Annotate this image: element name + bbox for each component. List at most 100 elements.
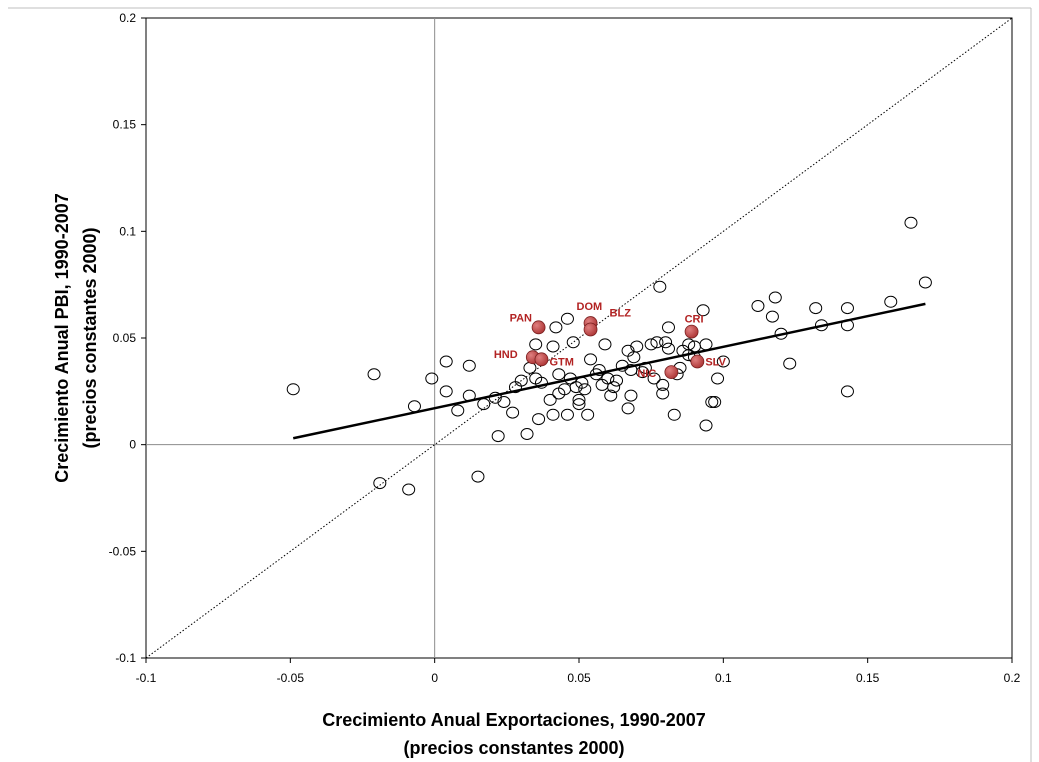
y-axis-title-line1: Crecimiento Anual PBI, 1990-2007 bbox=[52, 193, 72, 482]
data-point bbox=[529, 338, 543, 351]
data-point bbox=[751, 300, 765, 312]
highlighted-point-pan bbox=[531, 320, 546, 335]
data-point bbox=[471, 470, 485, 483]
x-axis-title-line1: Crecimiento Anual Exportaciones, 1990-20… bbox=[322, 710, 705, 730]
x-tick-label: 0 bbox=[431, 671, 438, 685]
data-point bbox=[514, 374, 528, 387]
data-point bbox=[918, 276, 932, 289]
data-point bbox=[549, 321, 563, 334]
data-point bbox=[572, 393, 586, 406]
x-tick-label: 0.15 bbox=[856, 671, 880, 685]
data-point bbox=[904, 216, 918, 229]
data-point bbox=[809, 302, 823, 315]
point-label-nic: NIC bbox=[637, 368, 656, 380]
point-label-slv: SLV bbox=[705, 356, 726, 368]
y-axis-ticks: -0.1 -0.05 0 0.05 0.1 0.15 0.2 bbox=[109, 11, 146, 665]
y-tick-label: -0.1 bbox=[115, 651, 136, 665]
x-tick-label: 0.2 bbox=[1004, 671, 1021, 685]
y-tick-label: -0.05 bbox=[109, 544, 137, 558]
highlighted-point-cri bbox=[684, 324, 699, 339]
data-point bbox=[661, 342, 675, 355]
data-point bbox=[534, 376, 548, 389]
x-tick-label: 0.1 bbox=[715, 671, 732, 685]
data-point bbox=[650, 336, 664, 349]
data-point bbox=[546, 408, 560, 421]
reference-lines bbox=[145, 17, 1013, 659]
point-label-blz: BLZ bbox=[610, 307, 632, 319]
data-point bbox=[621, 402, 635, 415]
y-tick-label: 0 bbox=[129, 438, 136, 452]
x-tick-label: 0.05 bbox=[567, 671, 591, 685]
x-axis-title-line2: (precios constantes 2000) bbox=[403, 738, 624, 758]
y-tick-label: 0.15 bbox=[113, 118, 137, 132]
data-point bbox=[610, 374, 624, 387]
data-point bbox=[653, 280, 667, 293]
data-point bbox=[560, 408, 574, 421]
data-point bbox=[765, 310, 779, 323]
data-point bbox=[575, 376, 589, 389]
data-point bbox=[708, 396, 722, 408]
data-point bbox=[491, 430, 505, 443]
x-tick-label: -0.1 bbox=[136, 671, 157, 685]
data-point bbox=[439, 385, 453, 398]
x-tick-label: -0.05 bbox=[277, 671, 305, 685]
data-point bbox=[661, 321, 675, 334]
data-point bbox=[560, 312, 574, 325]
point-label-pan: PAN bbox=[510, 312, 532, 324]
data-point bbox=[624, 389, 638, 402]
data-point bbox=[711, 372, 725, 385]
data-point bbox=[578, 383, 592, 396]
data-point bbox=[699, 338, 713, 351]
data-point bbox=[840, 385, 854, 398]
data-point bbox=[814, 319, 828, 332]
point-label-dom: DOM bbox=[577, 301, 603, 313]
data-point bbox=[439, 355, 453, 368]
data-point bbox=[563, 372, 577, 385]
data-point bbox=[373, 477, 387, 490]
y-tick-label: 0.05 bbox=[113, 331, 137, 345]
data-point bbox=[520, 428, 534, 440]
data-point bbox=[367, 368, 381, 381]
data-point bbox=[592, 364, 606, 376]
data-point bbox=[584, 353, 598, 366]
data-point bbox=[407, 400, 421, 413]
data-point bbox=[884, 295, 898, 308]
data-point bbox=[840, 302, 854, 315]
data-point bbox=[656, 378, 670, 391]
data-points bbox=[286, 216, 932, 496]
data-point bbox=[598, 338, 612, 351]
data-point bbox=[607, 381, 621, 394]
highlighted-point-gtm bbox=[534, 352, 549, 367]
data-point bbox=[647, 372, 661, 385]
data-point bbox=[581, 408, 595, 421]
data-point bbox=[451, 404, 465, 417]
data-point bbox=[716, 355, 730, 368]
y-tick-label: 0.2 bbox=[119, 11, 136, 25]
data-point bbox=[705, 396, 719, 408]
highlighted-point-blz bbox=[583, 322, 598, 337]
data-point bbox=[667, 408, 681, 421]
data-point bbox=[774, 327, 788, 340]
data-point bbox=[462, 359, 476, 372]
data-point bbox=[462, 389, 476, 402]
data-point bbox=[783, 357, 797, 370]
point-label-hnd: HND bbox=[494, 349, 518, 361]
data-point bbox=[566, 336, 580, 349]
data-point bbox=[659, 336, 673, 349]
trendline-group bbox=[292, 302, 926, 440]
x-axis-ticks: -0.1 -0.05 0 0.05 0.1 0.15 0.2 bbox=[136, 658, 1021, 685]
y-axis-title-line2: (precios constantes 2000) bbox=[80, 227, 100, 448]
highlighted-point-slv bbox=[690, 354, 705, 369]
data-point bbox=[572, 398, 586, 411]
data-point bbox=[552, 368, 566, 381]
data-point bbox=[615, 359, 629, 372]
data-point bbox=[543, 393, 557, 406]
data-point bbox=[682, 349, 696, 362]
data-point bbox=[656, 387, 670, 400]
data-point bbox=[425, 372, 439, 385]
highlighted-points: PAN DOM BLZ CRI HND GTM NIC SLV bbox=[494, 301, 727, 380]
data-point bbox=[630, 340, 644, 353]
